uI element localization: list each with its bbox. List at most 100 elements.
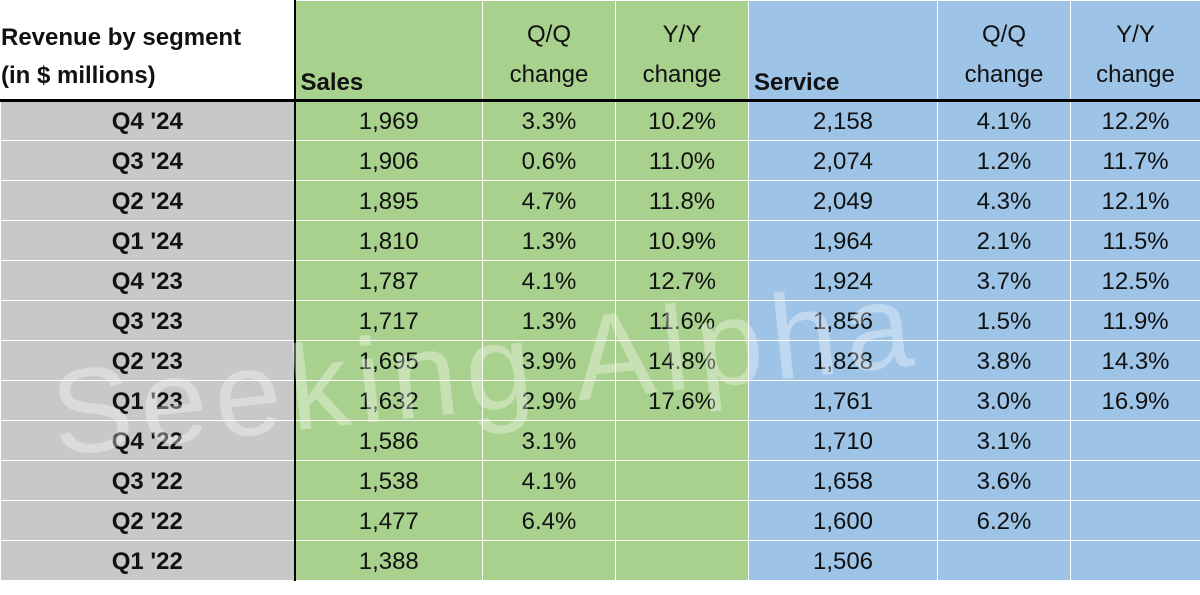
sales-qq-cell: 4.7% <box>482 180 616 221</box>
service-cell: 1,506 <box>748 540 938 581</box>
sales-qq-cell: 4.1% <box>482 260 616 301</box>
sales-qq-cell: 4.1% <box>482 460 616 501</box>
sales-yy-cell: 12.7% <box>615 260 749 301</box>
period-cell: Q4 '22 <box>0 420 295 461</box>
period-cell: Q4 '23 <box>0 260 295 301</box>
table-row: Q1 '22 1,388 1,506 <box>0 540 1200 581</box>
sales-cell: 1,969 <box>293 100 483 141</box>
service-qq-cell: 2.1% <box>937 220 1071 261</box>
service-qq-cell: 3.7% <box>937 260 1071 301</box>
service-yy-cell: 16.9% <box>1070 380 1200 421</box>
sales-yy-cell <box>615 460 749 501</box>
service-yy-cell <box>1070 500 1200 541</box>
service-cell: 1,964 <box>748 220 938 261</box>
sales-qq-cell: 2.9% <box>482 380 616 421</box>
sales-qq-cell: 1.3% <box>482 300 616 341</box>
service-yy-cell: 12.5% <box>1070 260 1200 301</box>
service-header: Service <box>748 0 938 101</box>
service-yy-header: Y/Y change <box>1070 0 1200 101</box>
sales-qq-header: Q/Q change <box>482 0 616 101</box>
service-yy-cell <box>1070 540 1200 581</box>
sales-cell: 1,810 <box>293 220 483 261</box>
sales-qq-cell: 1.3% <box>482 220 616 261</box>
sales-qq-cell: 3.9% <box>482 340 616 381</box>
revenue-table: Revenue by segment (in $ millions) Sales… <box>0 0 1200 581</box>
sales-yy-cell: 14.8% <box>615 340 749 381</box>
period-cell: Q4 '24 <box>0 100 295 141</box>
sales-yy-cell: 10.2% <box>615 100 749 141</box>
sales-yy-cell <box>615 420 749 461</box>
service-yy-cell: 14.3% <box>1070 340 1200 381</box>
period-cell: Q2 '24 <box>0 180 295 221</box>
service-qq-cell: 3.8% <box>937 340 1071 381</box>
table-row: Q3 '24 1,906 0.6% 11.0% 2,074 1.2% 11.7% <box>0 140 1200 181</box>
sales-yy-cell: 11.0% <box>615 140 749 181</box>
sales-qq-cell: 0.6% <box>482 140 616 181</box>
service-cell: 2,074 <box>748 140 938 181</box>
service-qq-cell: 6.2% <box>937 500 1071 541</box>
sales-cell: 1,388 <box>293 540 483 581</box>
period-cell: Q1 '22 <box>0 540 295 581</box>
period-cell: Q3 '22 <box>0 460 295 501</box>
service-qq-cell: 3.6% <box>937 460 1071 501</box>
service-cell: 2,158 <box>748 100 938 141</box>
sales-cell: 1,717 <box>293 300 483 341</box>
table-title: Revenue by segment (in $ millions) <box>0 0 295 101</box>
sales-header: Sales <box>293 0 483 101</box>
sales-yy-header: Y/Y change <box>615 0 749 101</box>
service-yy-cell: 11.9% <box>1070 300 1200 341</box>
service-yy-cell <box>1070 460 1200 501</box>
sales-yy-cell: 17.6% <box>615 380 749 421</box>
service-qq-cell: 1.2% <box>937 140 1071 181</box>
service-cell: 2,049 <box>748 180 938 221</box>
service-qq-cell: 3.1% <box>937 420 1071 461</box>
service-cell: 1,924 <box>748 260 938 301</box>
table-row: Q3 '23 1,717 1.3% 11.6% 1,856 1.5% 11.9% <box>0 300 1200 341</box>
table-row: Q2 '22 1,477 6.4% 1,600 6.2% <box>0 500 1200 541</box>
service-yy-cell <box>1070 420 1200 461</box>
header-row: Revenue by segment (in $ millions) Sales… <box>0 0 1200 101</box>
service-cell: 1,761 <box>748 380 938 421</box>
sales-qq-cell <box>482 540 616 581</box>
table-row: Q3 '22 1,538 4.1% 1,658 3.6% <box>0 460 1200 501</box>
sales-qq-cell: 3.1% <box>482 420 616 461</box>
service-qq-cell <box>937 540 1071 581</box>
service-cell: 1,856 <box>748 300 938 341</box>
period-cell: Q3 '23 <box>0 300 295 341</box>
table-row: Q1 '23 1,632 2.9% 17.6% 1,761 3.0% 16.9% <box>0 380 1200 421</box>
period-cell: Q2 '22 <box>0 500 295 541</box>
table-row: Q2 '24 1,895 4.7% 11.8% 2,049 4.3% 12.1% <box>0 180 1200 221</box>
service-cell: 1,828 <box>748 340 938 381</box>
sales-yy-cell: 11.8% <box>615 180 749 221</box>
period-cell: Q3 '24 <box>0 140 295 181</box>
service-yy-cell: 12.1% <box>1070 180 1200 221</box>
table-row: Q4 '22 1,586 3.1% 1,710 3.1% <box>0 420 1200 461</box>
period-cell: Q1 '24 <box>0 220 295 261</box>
sales-cell: 1,787 <box>293 260 483 301</box>
sales-cell: 1,895 <box>293 180 483 221</box>
service-qq-header: Q/Q change <box>937 0 1071 101</box>
service-qq-cell: 4.1% <box>937 100 1071 141</box>
sales-cell: 1,632 <box>293 380 483 421</box>
table-row: Q1 '24 1,810 1.3% 10.9% 1,964 2.1% 11.5% <box>0 220 1200 261</box>
sales-yy-cell: 10.9% <box>615 220 749 261</box>
sales-cell: 1,586 <box>293 420 483 461</box>
service-cell: 1,710 <box>748 420 938 461</box>
service-yy-cell: 12.2% <box>1070 100 1200 141</box>
sales-cell: 1,695 <box>293 340 483 381</box>
table-row: Q4 '23 1,787 4.1% 12.7% 1,924 3.7% 12.5% <box>0 260 1200 301</box>
period-cell: Q1 '23 <box>0 380 295 421</box>
sales-yy-cell <box>615 540 749 581</box>
sales-yy-cell <box>615 500 749 541</box>
service-cell: 1,658 <box>748 460 938 501</box>
service-yy-cell: 11.7% <box>1070 140 1200 181</box>
table-row: Q4 '24 1,969 3.3% 10.2% 2,158 4.1% 12.2% <box>0 100 1200 141</box>
service-cell: 1,600 <box>748 500 938 541</box>
sales-qq-cell: 6.4% <box>482 500 616 541</box>
sales-cell: 1,906 <box>293 140 483 181</box>
sales-yy-cell: 11.6% <box>615 300 749 341</box>
service-qq-cell: 3.0% <box>937 380 1071 421</box>
sales-cell: 1,538 <box>293 460 483 501</box>
service-qq-cell: 1.5% <box>937 300 1071 341</box>
sales-qq-cell: 3.3% <box>482 100 616 141</box>
